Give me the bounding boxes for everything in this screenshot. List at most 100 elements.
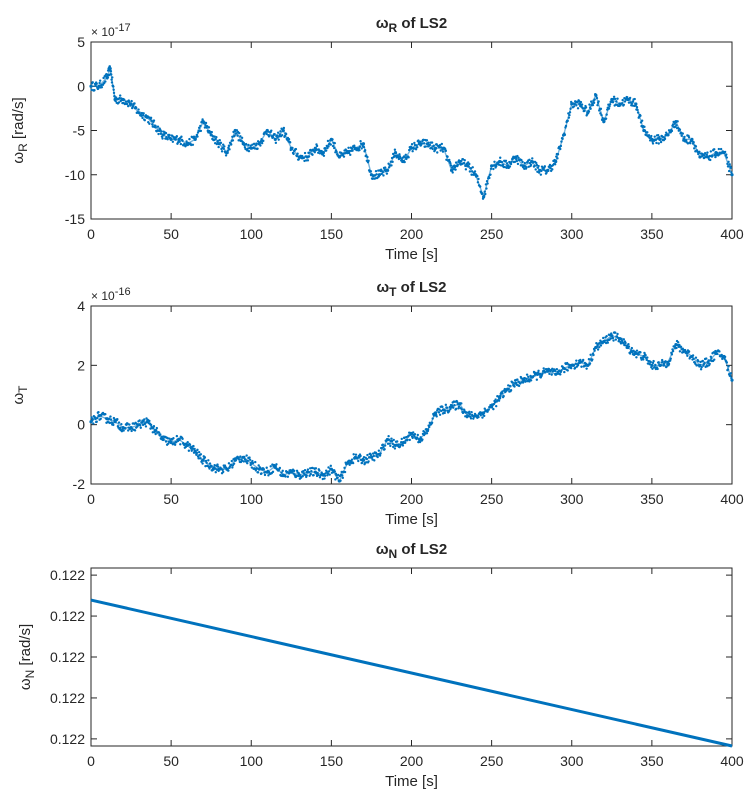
data-point-dense: [343, 151, 347, 155]
data-point-dense: [636, 108, 639, 112]
data-point-dense: [112, 88, 115, 91]
data-point-dense: [398, 153, 401, 156]
data-point-dense: [109, 418, 113, 421]
x-tick-label: 400: [720, 753, 744, 769]
data-point-dense: [279, 130, 282, 133]
data-point-dense: [296, 152, 299, 155]
data-point-dense: [528, 380, 531, 383]
data-point-dense: [222, 147, 225, 151]
data-point-dense: [564, 124, 568, 128]
data-point-dense: [438, 143, 442, 147]
data-point-dense: [729, 166, 733, 169]
data-point-dense: [348, 463, 351, 467]
data-point-dense: [544, 169, 547, 172]
data-point-dense: [677, 341, 680, 344]
data-point-dense: [697, 359, 700, 363]
plot-area-frame: [90, 41, 733, 220]
data-point-dense: [599, 344, 603, 347]
data-point-dense: [460, 408, 464, 411]
data-point-dense: [495, 404, 498, 408]
data-point-dense: [323, 147, 327, 150]
data-point-dense: [407, 156, 410, 159]
data-point-dense: [686, 354, 689, 358]
data-point-dense: [205, 124, 209, 128]
data-point-dense: [444, 409, 447, 412]
data-point-dense: [694, 145, 698, 148]
data-point-dense: [432, 144, 436, 147]
data-point-dense: [150, 119, 153, 122]
data-point-dense: [449, 164, 453, 167]
data-point-dense: [446, 155, 449, 158]
data-point-dense: [410, 143, 414, 146]
data-point-dense: [667, 133, 670, 137]
data-point-dense: [585, 367, 588, 370]
data-point-dense: [431, 417, 434, 420]
data-point-dense: [615, 100, 618, 103]
data-point-dense: [271, 136, 275, 139]
data-point-dense: [274, 141, 278, 145]
data-point: [393, 151, 398, 155]
data-point-dense: [723, 150, 727, 154]
data-point-dense: [692, 357, 695, 360]
data-point-dense: [544, 371, 547, 374]
data-point-dense: [230, 459, 233, 463]
data-point-dense: [515, 159, 519, 163]
series-points: [89, 331, 734, 483]
data-point-dense: [489, 405, 493, 409]
data-point-dense: [720, 353, 723, 357]
data-point-dense: [295, 154, 299, 158]
data-point-dense: [190, 449, 193, 452]
data-point-dense: [358, 148, 361, 152]
data-point-dense: [143, 418, 146, 421]
data-point-dense: [576, 107, 580, 110]
y-axis-label: ωT: [10, 385, 30, 405]
data-point-dense: [635, 356, 638, 359]
data-point-dense: [591, 358, 594, 361]
data-point-dense: [593, 98, 596, 101]
data-point-dense: [553, 163, 557, 166]
data-point-dense: [222, 470, 225, 474]
data-point-dense: [567, 112, 570, 115]
data-point-dense: [378, 454, 382, 457]
data-point-dense: [572, 105, 576, 108]
data-point-dense: [325, 149, 328, 152]
y-tick-label: -2: [73, 476, 86, 492]
data-point-dense: [141, 114, 145, 117]
data-point-dense: [385, 438, 389, 442]
data-point-dense: [687, 136, 691, 139]
data-point-dense: [136, 424, 140, 427]
data-point-dense: [445, 406, 449, 409]
data-point-dense: [614, 338, 618, 341]
data-point-dense: [456, 163, 460, 167]
data-point-dense: [216, 465, 220, 468]
data-point-dense: [561, 137, 564, 141]
data-point-dense: [339, 154, 342, 157]
data-point-dense: [614, 97, 617, 101]
data-point-dense: [102, 76, 105, 80]
data-point-dense: [699, 368, 703, 371]
data-point-dense: [389, 444, 392, 448]
data-point-dense: [473, 172, 476, 175]
data-point-dense: [460, 402, 463, 405]
data-point-dense: [199, 457, 202, 460]
data-point-dense: [248, 458, 252, 461]
data-point-dense: [214, 137, 217, 141]
data-point-dense: [520, 164, 524, 167]
data-point-dense: [579, 358, 582, 362]
data-point-dense: [717, 147, 721, 151]
data-point-dense: [424, 145, 428, 148]
data-point-dense: [194, 137, 197, 140]
data-point-dense: [178, 140, 181, 143]
data-point-dense: [111, 76, 114, 79]
data-point-dense: [508, 165, 512, 168]
y-tick-label: 5: [77, 34, 85, 50]
data-point-dense: [607, 107, 611, 110]
data-point-dense: [97, 87, 100, 90]
data-point-dense: [391, 445, 395, 449]
data-point-dense: [100, 86, 104, 89]
data-point-dense: [543, 165, 547, 168]
data-point-dense: [673, 122, 676, 125]
data-point-dense: [645, 358, 648, 362]
data-point-dense: [535, 161, 538, 165]
data-point-dense: [380, 172, 383, 176]
